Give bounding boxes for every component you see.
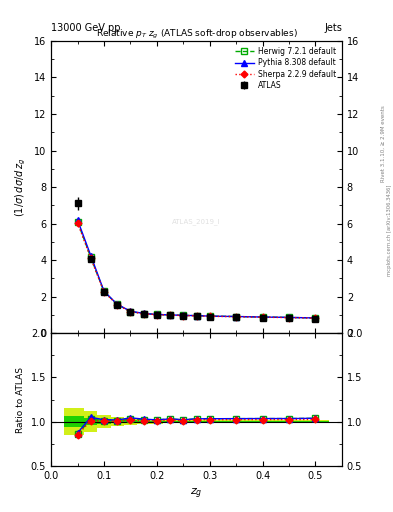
Y-axis label: Ratio to ATLAS: Ratio to ATLAS xyxy=(16,367,25,433)
Pythia 8.308 default xyxy=(234,313,239,319)
Text: Jets: Jets xyxy=(324,23,342,33)
Legend: Herwig 7.2.1 default, Pythia 8.308 default, Sherpa 2.2.9 default, ATLAS: Herwig 7.2.1 default, Pythia 8.308 defau… xyxy=(232,45,338,92)
Sherpa 2.2.9 default xyxy=(194,313,199,319)
Y-axis label: $(1/\sigma)\,d\sigma/d\,z_g$: $(1/\sigma)\,d\sigma/d\,z_g$ xyxy=(14,157,28,217)
Line: Herwig 7.2.1 default: Herwig 7.2.1 default xyxy=(75,219,318,321)
Sherpa 2.2.9 default xyxy=(181,312,185,318)
Text: 13000 GeV pp: 13000 GeV pp xyxy=(51,23,121,33)
Pythia 8.308 default xyxy=(102,288,107,294)
Pythia 8.308 default xyxy=(286,314,291,321)
Herwig 7.2.1 default xyxy=(115,302,119,308)
Title: Relative $p_T$ $z_g$ (ATLAS soft-drop observables): Relative $p_T$ $z_g$ (ATLAS soft-drop ob… xyxy=(95,28,298,41)
Pythia 8.308 default xyxy=(88,252,93,259)
Herwig 7.2.1 default xyxy=(75,219,80,225)
Pythia 8.308 default xyxy=(141,310,146,316)
Herwig 7.2.1 default xyxy=(208,313,212,319)
Pythia 8.308 default xyxy=(168,312,173,318)
Sherpa 2.2.9 default xyxy=(75,220,80,226)
Sherpa 2.2.9 default xyxy=(115,302,119,308)
Herwig 7.2.1 default xyxy=(168,312,173,318)
Pythia 8.308 default xyxy=(208,313,212,319)
Sherpa 2.2.9 default xyxy=(234,314,239,320)
Sherpa 2.2.9 default xyxy=(154,312,159,318)
Herwig 7.2.1 default xyxy=(234,313,239,319)
Pythia 8.308 default xyxy=(115,301,119,307)
Pythia 8.308 default xyxy=(194,312,199,318)
Sherpa 2.2.9 default xyxy=(141,311,146,317)
Line: Sherpa 2.2.9 default: Sherpa 2.2.9 default xyxy=(75,220,318,321)
Text: Rivet 3.1.10, ≥ 2.9M events: Rivet 3.1.10, ≥ 2.9M events xyxy=(381,105,386,182)
Herwig 7.2.1 default xyxy=(141,310,146,316)
Pythia 8.308 default xyxy=(154,311,159,317)
Sherpa 2.2.9 default xyxy=(208,313,212,319)
Herwig 7.2.1 default xyxy=(286,314,291,321)
Sherpa 2.2.9 default xyxy=(168,312,173,318)
Pythia 8.308 default xyxy=(75,217,80,223)
Sherpa 2.2.9 default xyxy=(313,315,318,321)
Pythia 8.308 default xyxy=(181,312,185,318)
Line: Pythia 8.308 default: Pythia 8.308 default xyxy=(75,217,318,321)
Herwig 7.2.1 default xyxy=(194,312,199,318)
Herwig 7.2.1 default xyxy=(102,288,107,294)
Herwig 7.2.1 default xyxy=(88,254,93,261)
Herwig 7.2.1 default xyxy=(154,311,159,317)
Sherpa 2.2.9 default xyxy=(88,255,93,261)
Pythia 8.308 default xyxy=(128,308,133,314)
Herwig 7.2.1 default xyxy=(128,309,133,315)
Herwig 7.2.1 default xyxy=(313,315,318,321)
Sherpa 2.2.9 default xyxy=(260,314,265,321)
Pythia 8.308 default xyxy=(313,315,318,321)
Sherpa 2.2.9 default xyxy=(102,289,107,295)
Herwig 7.2.1 default xyxy=(181,312,185,318)
Sherpa 2.2.9 default xyxy=(128,309,133,315)
Herwig 7.2.1 default xyxy=(260,314,265,320)
X-axis label: $z_g$: $z_g$ xyxy=(190,486,203,501)
Pythia 8.308 default xyxy=(260,314,265,320)
Sherpa 2.2.9 default xyxy=(286,314,291,321)
Text: mcplots.cern.ch [arXiv:1306.3436]: mcplots.cern.ch [arXiv:1306.3436] xyxy=(387,185,391,276)
Text: ATLAS_2019_I: ATLAS_2019_I xyxy=(172,219,221,225)
